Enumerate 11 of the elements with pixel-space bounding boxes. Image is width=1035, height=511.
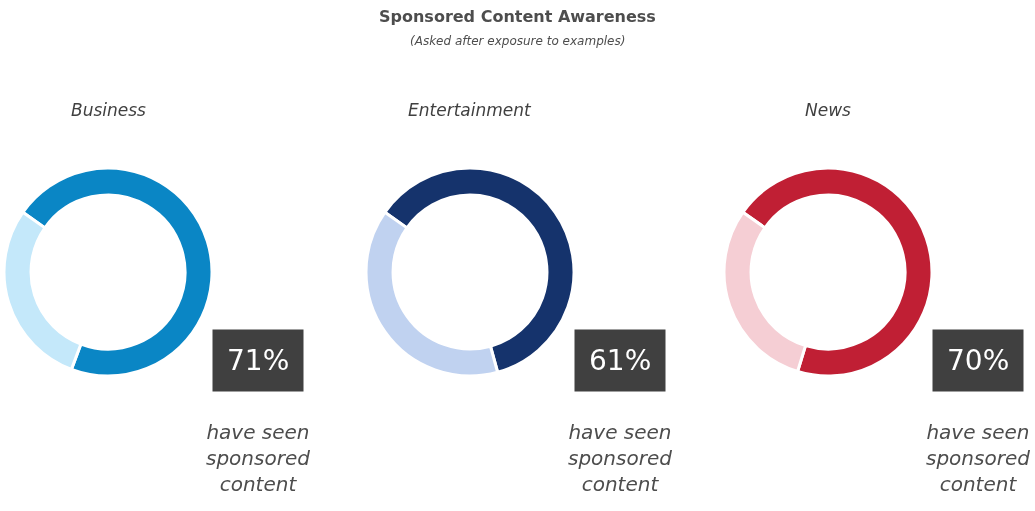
text: Sponsored Content Awareness — [379, 7, 656, 26]
data-label: 70% — [947, 344, 1010, 377]
data-label: 61% — [589, 344, 652, 377]
text: (Asked after exposure to examples) — [410, 34, 626, 48]
text: have seen sponsored content — [568, 420, 673, 496]
text: have seen sponsored content — [926, 420, 1031, 496]
chart-title: News — [805, 100, 852, 120]
data-label: 71% — [227, 344, 290, 377]
chart-title: Business — [71, 100, 147, 120]
text: have seen sponsored content — [206, 420, 311, 496]
chart-title: Entertainment — [408, 100, 532, 120]
